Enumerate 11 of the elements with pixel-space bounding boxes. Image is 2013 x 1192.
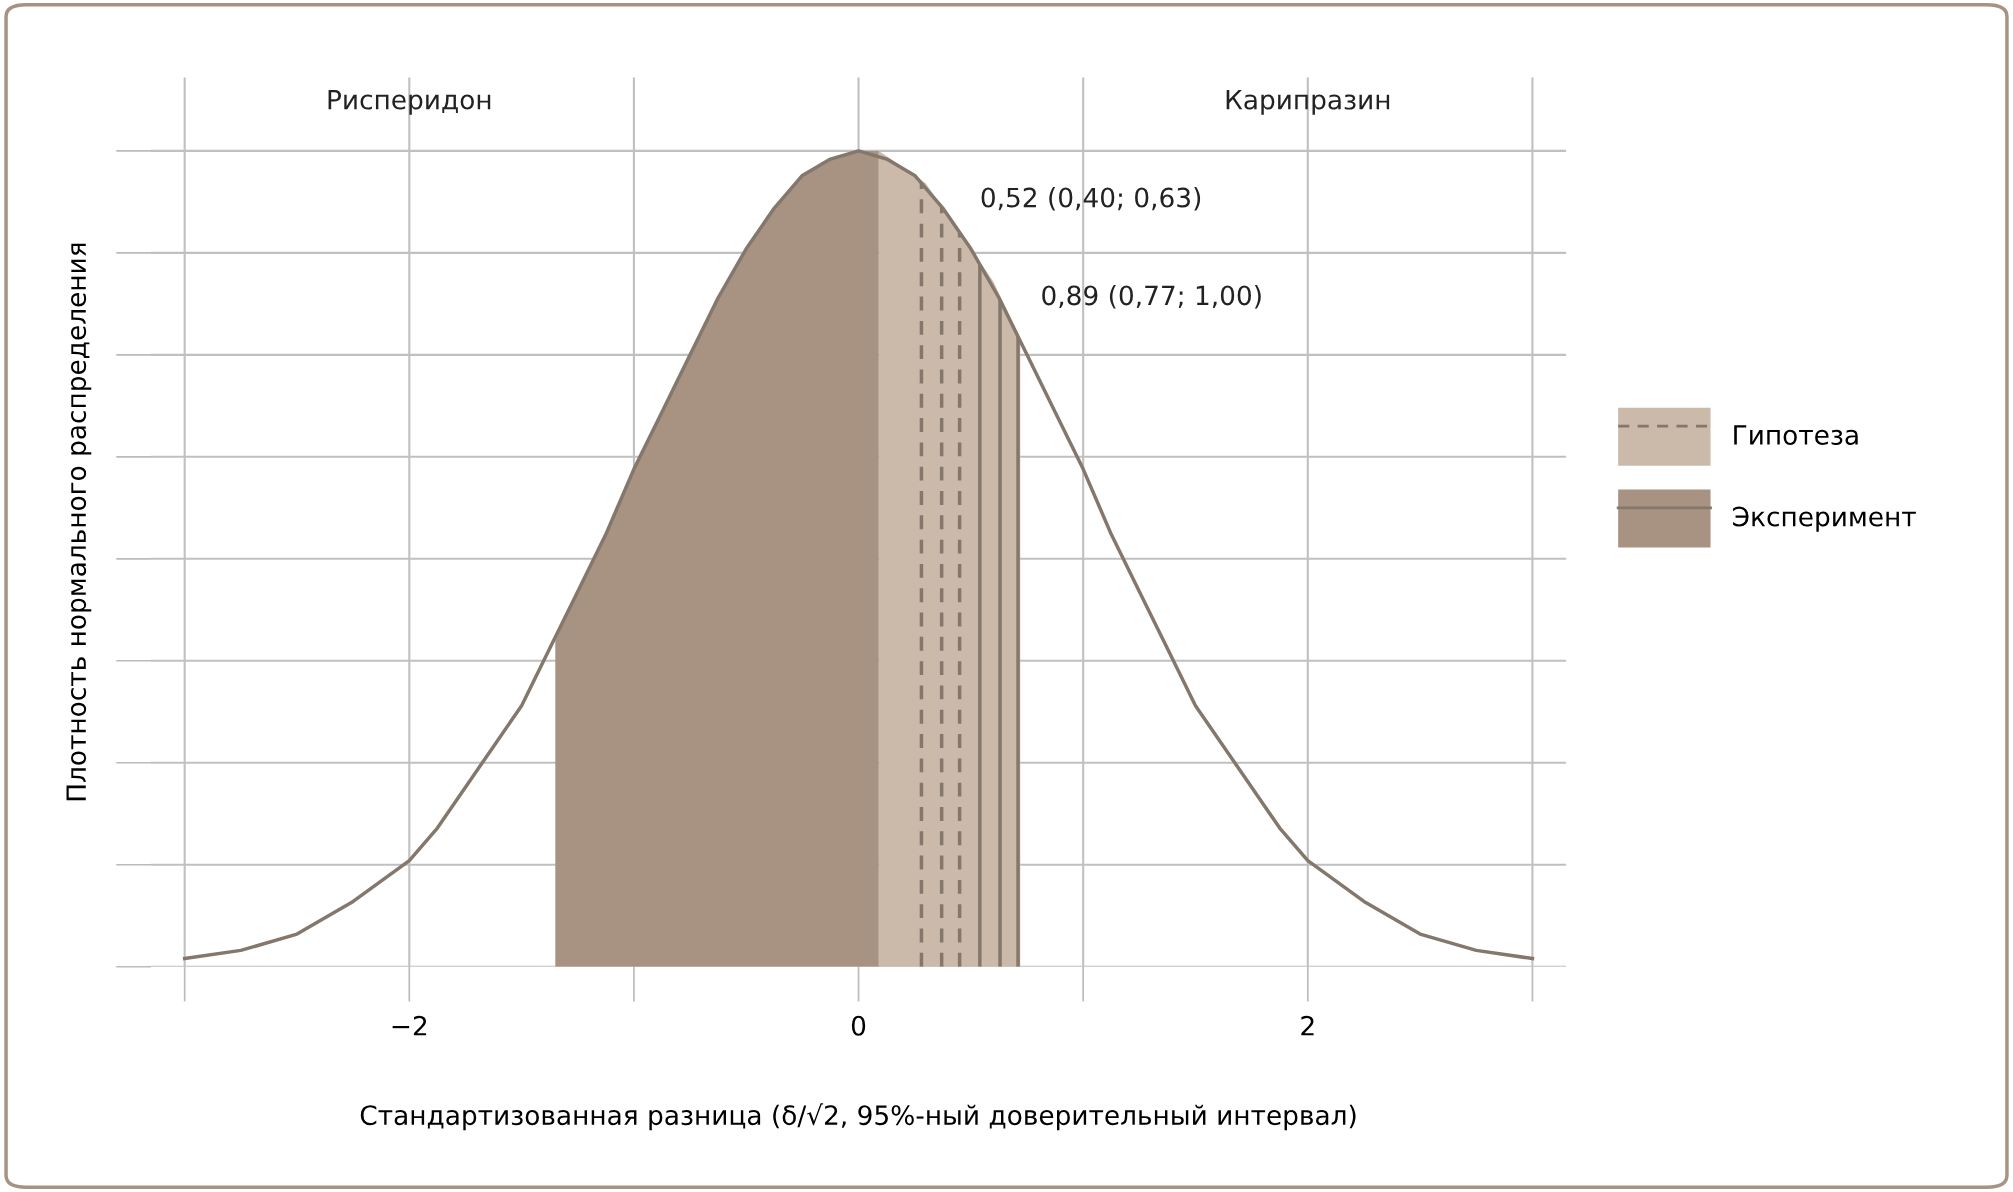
- x-tick-label: −2: [392, 1015, 427, 1036]
- x-tick-label: 2: [1301, 1015, 1314, 1036]
- text: Карипразин: [1226, 90, 1390, 115]
- text: Рисперидон: [328, 90, 491, 115]
- legend-label: Гипотеза: [1734, 425, 1858, 445]
- x-axis-title: Стандартизованная разница (δ/√2, 95%-ный доверительный интервал): [360, 1103, 1356, 1131]
- legend-label: Эксперимент: [1733, 506, 1916, 532]
- annotation: 0,89 (0,77; 1,00): [1042, 285, 1261, 309]
- annotation: 0,52 (0,40; 0,63): [981, 187, 1201, 211]
- x-tick-label: 0: [851, 1015, 866, 1036]
- y-axis-title: Плотность нормального распределения: [66, 243, 92, 801]
